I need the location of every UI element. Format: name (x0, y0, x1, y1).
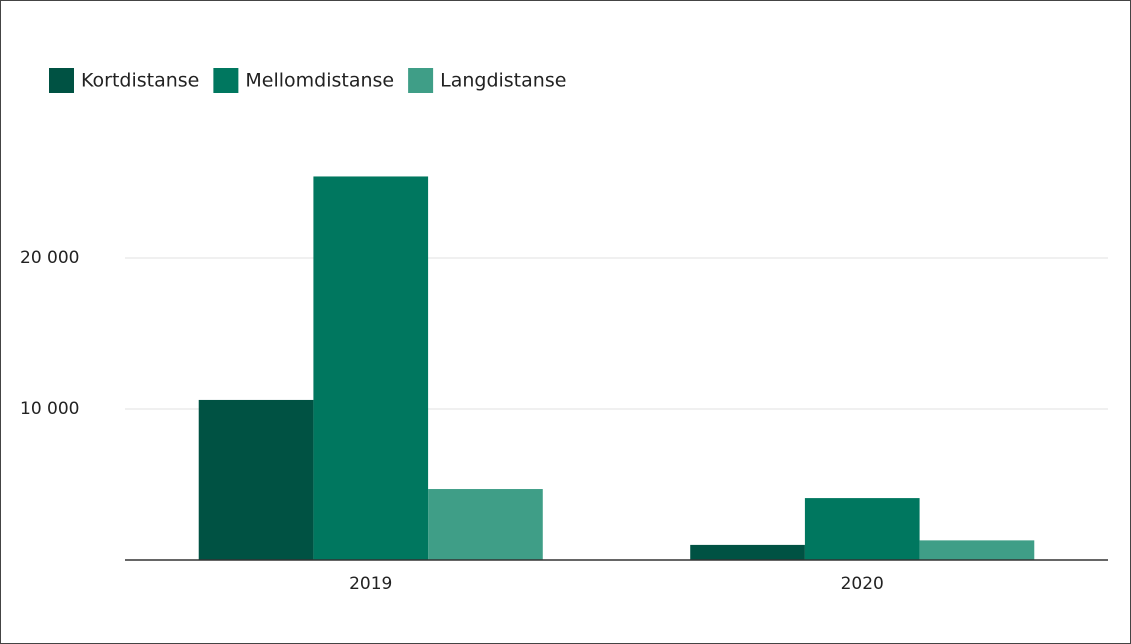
x-tick-label: 2020 (841, 574, 884, 594)
y-tick-label: 20 000 (20, 248, 79, 268)
bar (690, 544, 805, 560)
y-tick-label: 10 000 (20, 399, 79, 419)
x-tick-label: 2019 (349, 574, 392, 594)
legend-swatch (49, 68, 74, 93)
legend-label: Kortdistanse (81, 70, 199, 92)
bar (313, 176, 429, 560)
legend-swatch (408, 68, 434, 93)
legend-swatch (213, 68, 239, 93)
bar (198, 399, 314, 560)
bar (428, 489, 543, 560)
bar (804, 498, 920, 560)
bar (919, 540, 1035, 560)
legend-label: Mellomdistanse (245, 70, 394, 92)
legend-label: Langdistanse (440, 70, 566, 92)
